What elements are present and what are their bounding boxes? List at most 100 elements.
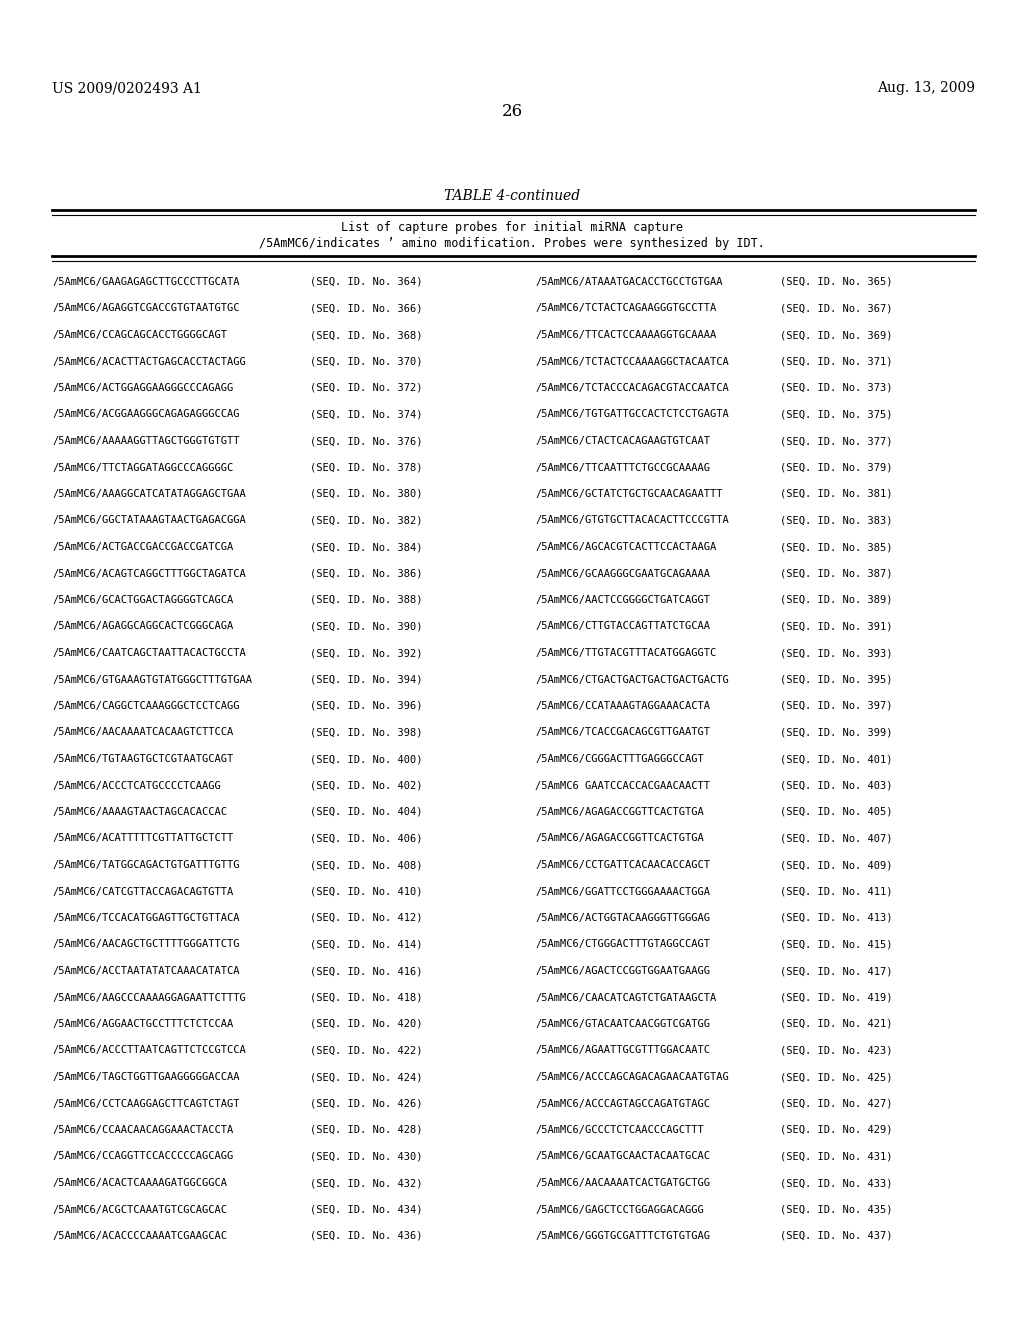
Text: /5AmMC6/TCTACCCACAGACGTACCAATCA: /5AmMC6/TCTACCCACAGACGTACCAATCA	[535, 383, 729, 393]
Text: /5AmMC6/TATGGCAGACTGTGATTTGTTG: /5AmMC6/TATGGCAGACTGTGATTTGTTG	[52, 861, 240, 870]
Text: (SEQ. ID. No. 401): (SEQ. ID. No. 401)	[780, 754, 893, 764]
Text: (SEQ. ID. No. 406): (SEQ. ID. No. 406)	[310, 833, 423, 843]
Text: (SEQ. ID. No. 437): (SEQ. ID. No. 437)	[780, 1232, 893, 1241]
Text: (SEQ. ID. No. 383): (SEQ. ID. No. 383)	[780, 516, 893, 525]
Text: /5AmMC6/ACTGGTACAAGGGTTGGGAG: /5AmMC6/ACTGGTACAAGGGTTGGGAG	[535, 913, 710, 923]
Text: (SEQ. ID. No. 418): (SEQ. ID. No. 418)	[310, 993, 423, 1002]
Text: /5AmMC6/CCTCAAGGAGCTTCAGTCTAGT: /5AmMC6/CCTCAAGGAGCTTCAGTCTAGT	[52, 1098, 240, 1109]
Text: (SEQ. ID. No. 413): (SEQ. ID. No. 413)	[780, 913, 893, 923]
Text: (SEQ. ID. No. 435): (SEQ. ID. No. 435)	[780, 1204, 893, 1214]
Text: /5AmMC6/GAGCTCCTGGAGGACAGGG: /5AmMC6/GAGCTCCTGGAGGACAGGG	[535, 1204, 703, 1214]
Text: (SEQ. ID. No. 436): (SEQ. ID. No. 436)	[310, 1232, 423, 1241]
Text: (SEQ. ID. No. 403): (SEQ. ID. No. 403)	[780, 780, 893, 791]
Text: (SEQ. ID. No. 392): (SEQ. ID. No. 392)	[310, 648, 423, 657]
Text: /5AmMC6/ACCCTTAATCAGTTCTCCGTCCA: /5AmMC6/ACCCTTAATCAGTTCTCCGTCCA	[52, 1045, 246, 1056]
Text: List of capture probes for initial miRNA capture: List of capture probes for initial miRNA…	[341, 222, 683, 235]
Text: /5AmMC6/GCAATGCAACTACAATGCAC: /5AmMC6/GCAATGCAACTACAATGCAC	[535, 1151, 710, 1162]
Text: (SEQ. ID. No. 396): (SEQ. ID. No. 396)	[310, 701, 423, 711]
Text: (SEQ. ID. No. 421): (SEQ. ID. No. 421)	[780, 1019, 893, 1030]
Text: (SEQ. ID. No. 380): (SEQ. ID. No. 380)	[310, 488, 423, 499]
Text: (SEQ. ID. No. 429): (SEQ. ID. No. 429)	[780, 1125, 893, 1135]
Text: /5AmMC6/ACACTTACTGAGCACCTACTAGG: /5AmMC6/ACACTTACTGAGCACCTACTAGG	[52, 356, 246, 367]
Text: /5AmMC6/ACACCCCAAAATCGAAGCAC: /5AmMC6/ACACCCCAAAATCGAAGCAC	[52, 1232, 227, 1241]
Text: (SEQ. ID. No. 386): (SEQ. ID. No. 386)	[310, 569, 423, 578]
Text: (SEQ. ID. No. 377): (SEQ. ID. No. 377)	[780, 436, 893, 446]
Text: /5AmMC6/GTACAATCAACGGTCGATGG: /5AmMC6/GTACAATCAACGGTCGATGG	[535, 1019, 710, 1030]
Text: (SEQ. ID. No. 427): (SEQ. ID. No. 427)	[780, 1098, 893, 1109]
Text: /5AmMC6/AACTCCGGGGCTGATCAGGT: /5AmMC6/AACTCCGGGGCTGATCAGGT	[535, 595, 710, 605]
Text: (SEQ. ID. No. 367): (SEQ. ID. No. 367)	[780, 304, 893, 314]
Text: (SEQ. ID. No. 391): (SEQ. ID. No. 391)	[780, 622, 893, 631]
Text: (SEQ. ID. No. 424): (SEQ. ID. No. 424)	[310, 1072, 423, 1082]
Text: Aug. 13, 2009: Aug. 13, 2009	[877, 81, 975, 95]
Text: (SEQ. ID. No. 415): (SEQ. ID. No. 415)	[780, 940, 893, 949]
Text: (SEQ. ID. No. 395): (SEQ. ID. No. 395)	[780, 675, 893, 685]
Text: (SEQ. ID. No. 365): (SEQ. ID. No. 365)	[780, 277, 893, 286]
Text: (SEQ. ID. No. 409): (SEQ. ID. No. 409)	[780, 861, 893, 870]
Text: /5AmMC6/AAAAGTAACTAGCACACCAC: /5AmMC6/AAAAGTAACTAGCACACCAC	[52, 807, 227, 817]
Text: (SEQ. ID. No. 389): (SEQ. ID. No. 389)	[780, 595, 893, 605]
Text: (SEQ. ID. No. 385): (SEQ. ID. No. 385)	[780, 543, 893, 552]
Text: /5AmMC6/GAAGAGAGCTTGCCCTTGCATA: /5AmMC6/GAAGAGAGCTTGCCCTTGCATA	[52, 277, 240, 286]
Text: /5AmMC6/GGGTGCGATTTCTGTGTGAG: /5AmMC6/GGGTGCGATTTCTGTGTGAG	[535, 1232, 710, 1241]
Text: (SEQ. ID. No. 412): (SEQ. ID. No. 412)	[310, 913, 423, 923]
Text: (SEQ. ID. No. 373): (SEQ. ID. No. 373)	[780, 383, 893, 393]
Text: (SEQ. ID. No. 423): (SEQ. ID. No. 423)	[780, 1045, 893, 1056]
Text: (SEQ. ID. No. 407): (SEQ. ID. No. 407)	[780, 833, 893, 843]
Text: (SEQ. ID. No. 417): (SEQ. ID. No. 417)	[780, 966, 893, 975]
Text: (SEQ. ID. No. 364): (SEQ. ID. No. 364)	[310, 277, 423, 286]
Text: (SEQ. ID. No. 400): (SEQ. ID. No. 400)	[310, 754, 423, 764]
Text: (SEQ. ID. No. 370): (SEQ. ID. No. 370)	[310, 356, 423, 367]
Text: /5AmMC6/ACATTTTTCGTTATTGCTCTT: /5AmMC6/ACATTTTTCGTTATTGCTCTT	[52, 833, 233, 843]
Text: /5AmMC6/TTCACTCCAAAAGGTGCAAAA: /5AmMC6/TTCACTCCAAAAGGTGCAAAA	[535, 330, 716, 341]
Text: (SEQ. ID. No. 416): (SEQ. ID. No. 416)	[310, 966, 423, 975]
Text: /5AmMC6/CCAACAACAGGAAACTACCTA: /5AmMC6/CCAACAACAGGAAACTACCTA	[52, 1125, 233, 1135]
Text: /5AmMC6/CATCGTTACCAGACAGTGTTA: /5AmMC6/CATCGTTACCAGACAGTGTTA	[52, 887, 233, 896]
Text: /5AmMC6/TGTGATTGCCACTCTCCTGAGTA: /5AmMC6/TGTGATTGCCACTCTCCTGAGTA	[535, 409, 729, 420]
Text: /5AmMC6/TTGTACGTTTACATGGAGGTC: /5AmMC6/TTGTACGTTTACATGGAGGTC	[535, 648, 716, 657]
Text: /5AmMC6/CTACTCACAGAAGTGTCAAT: /5AmMC6/CTACTCACAGAAGTGTCAAT	[535, 436, 710, 446]
Text: (SEQ. ID. No. 405): (SEQ. ID. No. 405)	[780, 807, 893, 817]
Text: /5AmMC6/ACCCAGTAGCCAGATGTAGC: /5AmMC6/ACCCAGTAGCCAGATGTAGC	[535, 1098, 710, 1109]
Text: /5AmMC6/ACGGAAGGGCAGAGAGGGCCAG: /5AmMC6/ACGGAAGGGCAGAGAGGGCCAG	[52, 409, 240, 420]
Text: /5AmMC6/AACAAAATCACTGATGCTGG: /5AmMC6/AACAAAATCACTGATGCTGG	[535, 1177, 710, 1188]
Text: (SEQ. ID. No. 434): (SEQ. ID. No. 434)	[310, 1204, 423, 1214]
Text: US 2009/0202493 A1: US 2009/0202493 A1	[52, 81, 202, 95]
Text: /5AmMC6/CAGGCTCAAAGGGCTCCTCAGG: /5AmMC6/CAGGCTCAAAGGGCTCCTCAGG	[52, 701, 240, 711]
Text: /5AmMC6/AGAATTGCGTTTGGACAATC: /5AmMC6/AGAATTGCGTTTGGACAATC	[535, 1045, 710, 1056]
Text: /5AmMC6/CCAGGTTCCACCCCCAGCAGG: /5AmMC6/CCAGGTTCCACCCCCAGCAGG	[52, 1151, 233, 1162]
Text: (SEQ. ID. No. 425): (SEQ. ID. No. 425)	[780, 1072, 893, 1082]
Text: (SEQ. ID. No. 426): (SEQ. ID. No. 426)	[310, 1098, 423, 1109]
Text: (SEQ. ID. No. 399): (SEQ. ID. No. 399)	[780, 727, 893, 738]
Text: /5AmMC6/AAAGGCATCATATAGGAGCTGAA: /5AmMC6/AAAGGCATCATATAGGAGCTGAA	[52, 488, 246, 499]
Text: /5AmMC6/TAGCTGGTTGAAGGGGGACCAA: /5AmMC6/TAGCTGGTTGAAGGGGGACCAA	[52, 1072, 240, 1082]
Text: /5AmMC6/CTGACTGACTGACTGACTGACTG: /5AmMC6/CTGACTGACTGACTGACTGACTG	[535, 675, 729, 685]
Text: /5AmMC6/ACTGACCGACCGACCGATCGA: /5AmMC6/ACTGACCGACCGACCGATCGA	[52, 543, 233, 552]
Text: (SEQ. ID. No. 414): (SEQ. ID. No. 414)	[310, 940, 423, 949]
Text: /5AmMC6/GTGAAAGTGTATGGGCTTTGTGAA: /5AmMC6/GTGAAAGTGTATGGGCTTTGTGAA	[52, 675, 252, 685]
Text: /5AmMC6/GCCCTCTCAACCCAGCTTT: /5AmMC6/GCCCTCTCAACCCAGCTTT	[535, 1125, 703, 1135]
Text: /5AmMC6/AACAAAATCACAAGTCTTCCA: /5AmMC6/AACAAAATCACAAGTCTTCCA	[52, 727, 233, 738]
Text: /5AmMC6/TCTACTCAGAAGGGTGCCTTA: /5AmMC6/TCTACTCAGAAGGGTGCCTTA	[535, 304, 716, 314]
Text: /5AmMC6/indicates ’ amino modification. Probes were synthesized by IDT.: /5AmMC6/indicates ’ amino modification. …	[259, 236, 765, 249]
Text: /5AmMC6/CCTGATTCACAACACCAGCT: /5AmMC6/CCTGATTCACAACACCAGCT	[535, 861, 710, 870]
Text: (SEQ. ID. No. 387): (SEQ. ID. No. 387)	[780, 569, 893, 578]
Text: /5AmMC6/CTTGTACCAGTTATCTGCAA: /5AmMC6/CTTGTACCAGTTATCTGCAA	[535, 622, 710, 631]
Text: (SEQ. ID. No. 368): (SEQ. ID. No. 368)	[310, 330, 423, 341]
Text: (SEQ. ID. No. 410): (SEQ. ID. No. 410)	[310, 887, 423, 896]
Text: (SEQ. ID. No. 388): (SEQ. ID. No. 388)	[310, 595, 423, 605]
Text: (SEQ. ID. No. 420): (SEQ. ID. No. 420)	[310, 1019, 423, 1030]
Text: (SEQ. ID. No. 375): (SEQ. ID. No. 375)	[780, 409, 893, 420]
Text: TABLE 4-continued: TABLE 4-continued	[444, 189, 580, 203]
Text: (SEQ. ID. No. 390): (SEQ. ID. No. 390)	[310, 622, 423, 631]
Text: /5AmMC6/ATAAATGACACCTGCCTGTGAA: /5AmMC6/ATAAATGACACCTGCCTGTGAA	[535, 277, 723, 286]
Text: (SEQ. ID. No. 419): (SEQ. ID. No. 419)	[780, 993, 893, 1002]
Text: /5AmMC6/ACAGTCAGGCTTTGGCTAGATCA: /5AmMC6/ACAGTCAGGCTTTGGCTAGATCA	[52, 569, 246, 578]
Text: (SEQ. ID. No. 384): (SEQ. ID. No. 384)	[310, 543, 423, 552]
Text: /5AmMC6/AAAAAGGTTAGCTGGGTGTGTT: /5AmMC6/AAAAAGGTTAGCTGGGTGTGTT	[52, 436, 240, 446]
Text: /5AmMC6/ACCCAGCAGACAGAACAATGTAG: /5AmMC6/ACCCAGCAGACAGAACAATGTAG	[535, 1072, 729, 1082]
Text: /5AmMC6/ACCTAATATATCAAACATATCA: /5AmMC6/ACCTAATATATCAAACATATCA	[52, 966, 240, 975]
Text: /5AmMC6/AGAGGCAGGCACTCGGGCAGA: /5AmMC6/AGAGGCAGGCACTCGGGCAGA	[52, 622, 233, 631]
Text: /5AmMC6/TTCTAGGATAGGCCCAGGGGC: /5AmMC6/TTCTAGGATAGGCCCAGGGGC	[52, 462, 233, 473]
Text: (SEQ. ID. No. 398): (SEQ. ID. No. 398)	[310, 727, 423, 738]
